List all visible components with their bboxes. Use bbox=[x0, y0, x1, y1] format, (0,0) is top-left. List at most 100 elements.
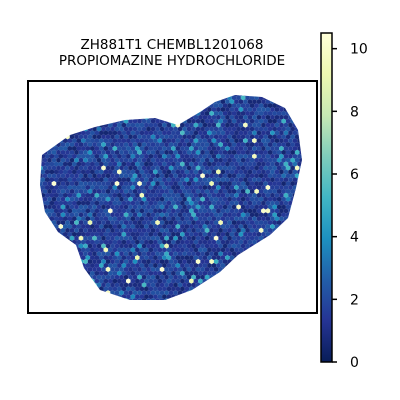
hexbin-cell bbox=[87, 243, 93, 249]
hexbin-cell bbox=[218, 87, 223, 92]
hexbin-cell bbox=[182, 196, 187, 202]
hexbin-cell bbox=[258, 251, 264, 257]
hexbin-cell bbox=[164, 282, 169, 288]
hexbin-cell bbox=[137, 204, 142, 210]
hexbin-cell bbox=[200, 188, 205, 194]
hexbin-cell bbox=[263, 126, 268, 132]
hexbin-cell bbox=[276, 126, 282, 132]
hexbin-cell bbox=[47, 157, 52, 163]
hexbin-cell bbox=[78, 235, 84, 241]
hexbin-cell bbox=[209, 95, 214, 101]
hexbin-cell bbox=[277, 87, 282, 92]
hexbin-cell bbox=[209, 142, 214, 148]
hexbin-cell bbox=[200, 251, 205, 257]
hexbin-cell bbox=[58, 255, 64, 261]
hexbin-cell bbox=[294, 266, 300, 272]
hexbin-cell bbox=[141, 259, 147, 265]
hexbin-cell bbox=[87, 227, 93, 233]
hexbin-cell bbox=[63, 200, 68, 206]
hexbin-cell bbox=[285, 173, 291, 179]
hexbin-cell bbox=[114, 196, 120, 202]
hexbin-cell bbox=[218, 235, 223, 241]
hexbin-cell bbox=[285, 251, 291, 257]
hexbin-cell bbox=[279, 177, 284, 183]
hexbin-cell bbox=[231, 212, 237, 218]
hexbin-cell bbox=[51, 188, 57, 194]
hexbin-cell bbox=[40, 208, 41, 214]
hexbin-cell bbox=[128, 235, 133, 241]
hexbin-cell bbox=[216, 216, 221, 222]
hexbin-cell bbox=[294, 134, 300, 140]
hexbin-cell bbox=[60, 95, 66, 101]
hexbin-cell bbox=[270, 95, 275, 97]
hexbin-cell bbox=[177, 142, 183, 148]
hexbin-cell bbox=[189, 231, 194, 237]
hexbin-cell bbox=[180, 145, 185, 152]
hexbin-cell bbox=[200, 103, 205, 109]
hexbin-cell bbox=[121, 247, 127, 253]
hexbin-cell bbox=[49, 208, 55, 214]
hexbin-cell bbox=[56, 126, 61, 132]
hexbin-cell bbox=[258, 181, 264, 187]
hexbin-cell bbox=[126, 223, 131, 230]
hexbin-cell bbox=[141, 134, 147, 140]
hexbin-cell bbox=[225, 184, 230, 191]
hexbin-cell bbox=[92, 212, 97, 218]
hexbin-cell bbox=[135, 294, 140, 300]
hexbin-cell bbox=[144, 216, 149, 222]
hexbin-cell bbox=[200, 181, 205, 187]
hexbin-cell bbox=[92, 227, 97, 233]
hexbin-cell bbox=[204, 149, 210, 155]
hexbin-cell bbox=[60, 204, 66, 210]
hexbin-cell bbox=[87, 118, 93, 124]
hexbin-cell bbox=[211, 161, 217, 167]
hexbin-cell bbox=[171, 184, 176, 191]
hexbin-cell bbox=[34, 134, 39, 139]
hexbin-cell bbox=[195, 220, 201, 226]
hexbin-cell bbox=[135, 106, 140, 113]
hexbin-cell bbox=[297, 192, 302, 198]
hexbin-cell bbox=[128, 142, 133, 148]
hexbin-cell bbox=[261, 192, 266, 198]
hexbin-cell bbox=[137, 110, 142, 116]
hexbin-cell bbox=[258, 142, 264, 148]
hexbin-cell bbox=[279, 184, 284, 191]
hexbin-cell bbox=[247, 216, 253, 222]
hexbin-cell bbox=[227, 103, 232, 109]
hexbin-cell bbox=[220, 239, 226, 245]
hexbin-cell bbox=[238, 278, 244, 284]
hexbin-cell bbox=[261, 106, 266, 113]
hexbin-cell bbox=[69, 266, 75, 272]
hexbin-cell bbox=[168, 110, 174, 116]
hexbin-cell bbox=[63, 161, 68, 167]
hexbin-cell bbox=[144, 200, 149, 206]
hexbin-cell bbox=[180, 286, 185, 292]
hexbin-cell bbox=[261, 130, 266, 136]
hexbin-cell bbox=[144, 247, 149, 253]
hexbin-cell bbox=[227, 118, 232, 124]
hexbin-cell bbox=[56, 173, 61, 179]
hexbin-cell bbox=[299, 118, 302, 124]
hexbin-cell bbox=[157, 177, 163, 183]
hexbin-cell bbox=[45, 200, 50, 206]
hexbin-cell bbox=[45, 270, 50, 276]
hexbin-cell bbox=[186, 149, 192, 155]
hexbin-cell bbox=[272, 103, 277, 109]
hexbin-cell bbox=[69, 274, 75, 280]
hexbin-cell bbox=[150, 142, 156, 148]
hexbin-cell bbox=[175, 231, 181, 237]
hexbin-cell bbox=[294, 173, 300, 179]
hexbin-cell bbox=[270, 223, 275, 230]
hexbin-cell bbox=[204, 196, 210, 202]
hexbin-cell bbox=[148, 106, 154, 113]
hexbin-cell bbox=[207, 223, 212, 230]
hexbin-cell bbox=[126, 302, 131, 307]
hexbin-cell bbox=[119, 235, 124, 241]
hexbin-cell bbox=[69, 212, 75, 218]
hexbin-cell bbox=[180, 161, 185, 167]
hexbin-cell bbox=[290, 220, 295, 226]
hexbin-cell bbox=[126, 294, 131, 300]
hexbin-cell bbox=[245, 118, 250, 124]
hexbin-cell bbox=[227, 204, 232, 210]
